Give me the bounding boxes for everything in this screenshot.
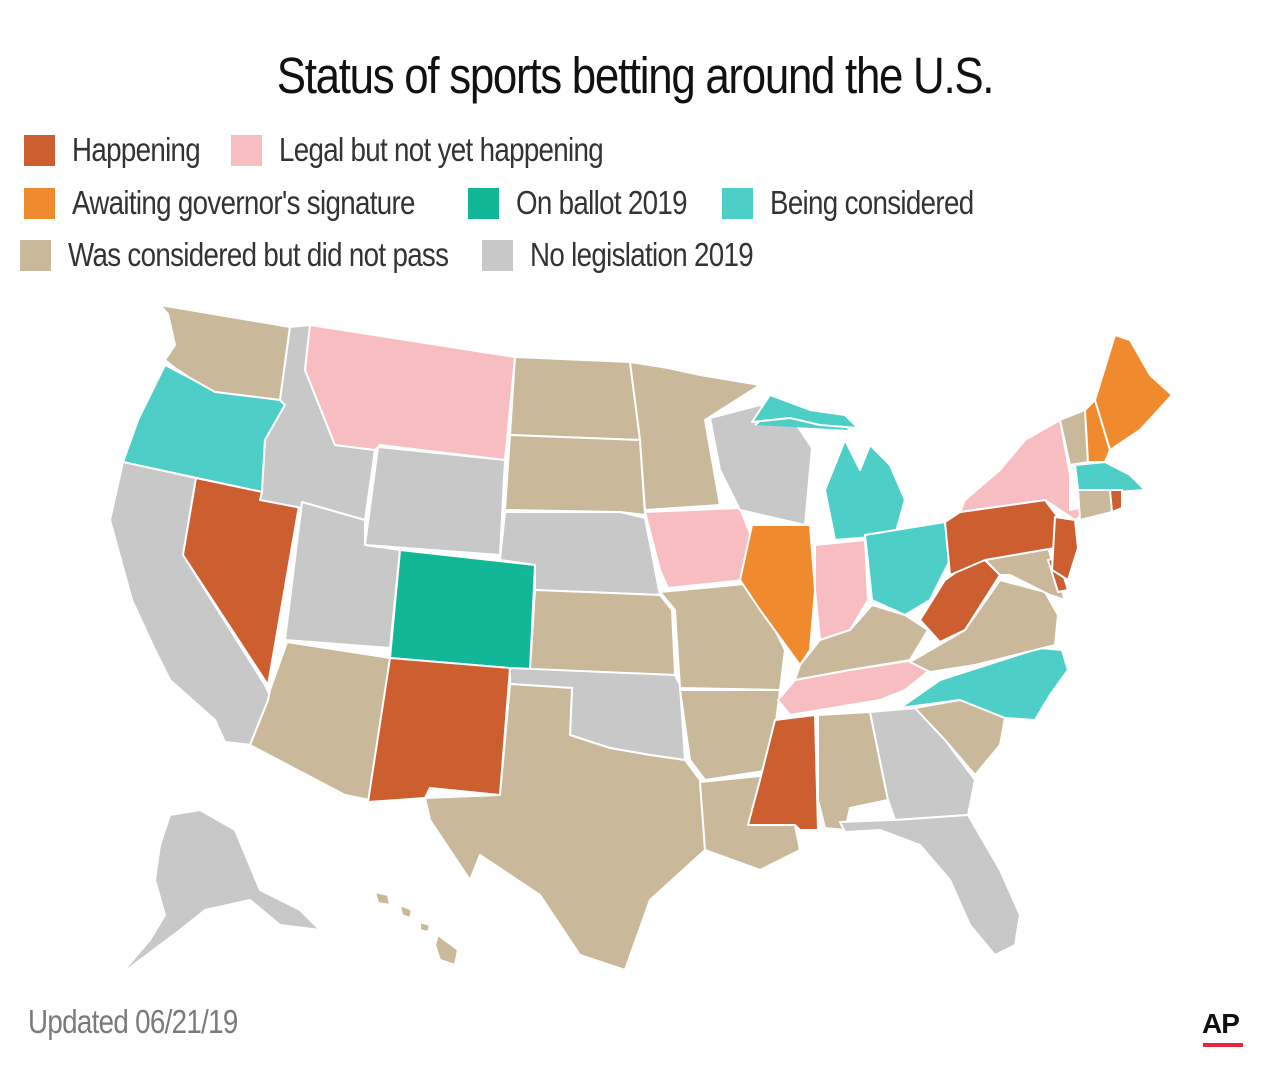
state-co[interactable] bbox=[389, 549, 536, 671]
state-tx[interactable] bbox=[424, 683, 706, 971]
state-ma[interactable] bbox=[1074, 461, 1146, 493]
legend-swatch bbox=[482, 239, 513, 271]
legend-item-awaiting: Awaiting governor's signature bbox=[24, 184, 480, 221]
legend-label: Was considered but did not pass bbox=[68, 236, 449, 273]
state-nc[interactable] bbox=[899, 647, 1069, 721]
legend-swatch bbox=[722, 187, 753, 219]
state-ms[interactable] bbox=[747, 714, 819, 831]
state-ri[interactable] bbox=[1109, 489, 1123, 513]
state-ak[interactable] bbox=[119, 809, 321, 976]
updated-date: Updated 06/21/19 bbox=[28, 1003, 238, 1040]
state-nh[interactable] bbox=[1084, 399, 1111, 463]
state-ct[interactable] bbox=[1077, 489, 1113, 521]
legend-item-considered: Being considered bbox=[722, 184, 1012, 221]
legend-label: Happening bbox=[72, 131, 201, 168]
state-mi-up[interactable] bbox=[751, 394, 859, 429]
legend-label: Being considered bbox=[770, 184, 974, 221]
state-ar[interactable] bbox=[679, 689, 781, 781]
legend-swatch bbox=[468, 187, 499, 219]
legend-label: Awaiting governor's signature bbox=[72, 184, 415, 221]
legend-item-ballot: On ballot 2019 bbox=[468, 184, 719, 221]
state-hi[interactable] bbox=[374, 891, 459, 966]
legend-label: Legal but not yet happening bbox=[279, 131, 604, 168]
legend-label: No legislation 2019 bbox=[530, 236, 754, 273]
legend-label: On ballot 2019 bbox=[516, 184, 688, 221]
state-nj[interactable] bbox=[1051, 516, 1079, 581]
ap-logo: AP bbox=[1202, 1008, 1240, 1039]
state-ks[interactable] bbox=[529, 589, 676, 676]
state-sd[interactable] bbox=[504, 434, 646, 516]
state-ny[interactable] bbox=[959, 419, 1106, 521]
legend-swatch bbox=[20, 239, 51, 271]
state-tn[interactable] bbox=[777, 659, 931, 716]
map-title: Status of sports betting around the U.S. bbox=[276, 47, 995, 104]
state-nd[interactable] bbox=[509, 356, 641, 441]
state-mn[interactable] bbox=[629, 361, 761, 511]
legend-item-failed: Was considered but did not pass bbox=[20, 236, 521, 273]
state-fl[interactable] bbox=[839, 814, 1021, 956]
state-wy[interactable] bbox=[364, 446, 506, 556]
legend-swatch bbox=[231, 134, 262, 166]
state-me[interactable] bbox=[1094, 334, 1173, 451]
state-mt[interactable] bbox=[304, 324, 516, 461]
state-nm[interactable] bbox=[367, 657, 511, 803]
legend-item-legal: Legal but not yet happening bbox=[231, 131, 665, 168]
legend-swatch bbox=[24, 187, 55, 219]
legend-item-happening: Happening bbox=[24, 131, 224, 168]
legend-item-none: No legislation 2019 bbox=[482, 236, 796, 273]
ap-logo-underline bbox=[1203, 1043, 1243, 1047]
legend-swatch bbox=[24, 134, 55, 166]
